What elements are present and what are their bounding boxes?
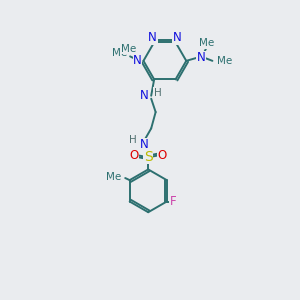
Text: Me: Me	[217, 56, 232, 66]
Text: O: O	[158, 149, 167, 162]
Text: Me: Me	[112, 48, 127, 59]
Text: N: N	[173, 31, 182, 44]
Text: F: F	[169, 195, 176, 208]
Text: Me: Me	[121, 44, 136, 54]
Text: H: H	[129, 135, 136, 145]
Text: H: H	[154, 88, 162, 98]
Text: Me: Me	[106, 172, 122, 182]
Text: O: O	[129, 149, 139, 162]
Text: N: N	[133, 54, 142, 67]
Text: N: N	[148, 31, 157, 44]
Text: N: N	[140, 138, 149, 151]
Text: N: N	[197, 51, 206, 64]
Text: S: S	[144, 150, 153, 164]
Text: N: N	[140, 89, 149, 102]
Text: Me: Me	[200, 38, 215, 48]
